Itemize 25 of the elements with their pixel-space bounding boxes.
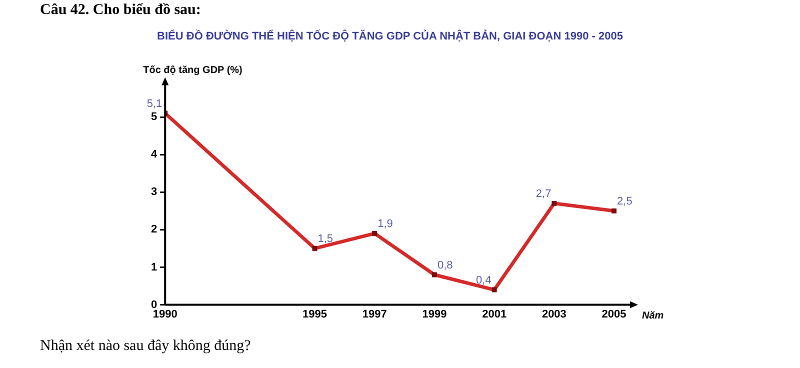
y-tick-label: 1: [150, 261, 158, 274]
x-tick-label: 2001: [482, 308, 507, 320]
text: Nhận xét nào sau đây không đúng?: [40, 338, 251, 355]
text: Câu 42. Cho biểu đồ sau:: [40, 2, 201, 19]
y-tick-label: 5: [150, 111, 158, 124]
chart-title: BIỂU ĐỒ ĐƯỜNG THỂ HIỆN TỐC ĐỘ TĂNG GDP CỦA NHẬT BẢN, GIAI ĐOẠN 1990 - 2005: [157, 30, 623, 43]
data-label: 2,5: [617, 195, 632, 208]
data-label: 2,7: [536, 188, 552, 200]
x-tick-label: 1997: [362, 308, 387, 320]
data-label: 1,9: [378, 218, 393, 230]
y-tick-label: 4: [150, 148, 158, 161]
x-tick-label: 1999: [422, 308, 447, 320]
data-label: 0,4: [476, 274, 492, 286]
y-axis-title: Tốc độ tăng GDP (%): [143, 64, 242, 76]
data-label: 5,1: [146, 98, 162, 110]
x-tick-label: 1990: [152, 308, 178, 320]
x-tick-label: 2005: [602, 308, 626, 320]
y-tick-label: 3: [150, 186, 158, 198]
data-label: 0,8: [437, 259, 453, 272]
y-tick-label: 0: [150, 298, 158, 311]
y-tick-label: 2: [150, 224, 158, 236]
x-tick-label: 1995: [302, 308, 327, 320]
x-tick-label: 2003: [542, 308, 566, 320]
data-label: 1,5: [318, 232, 334, 245]
x-axis-title: Năm: [642, 310, 664, 322]
